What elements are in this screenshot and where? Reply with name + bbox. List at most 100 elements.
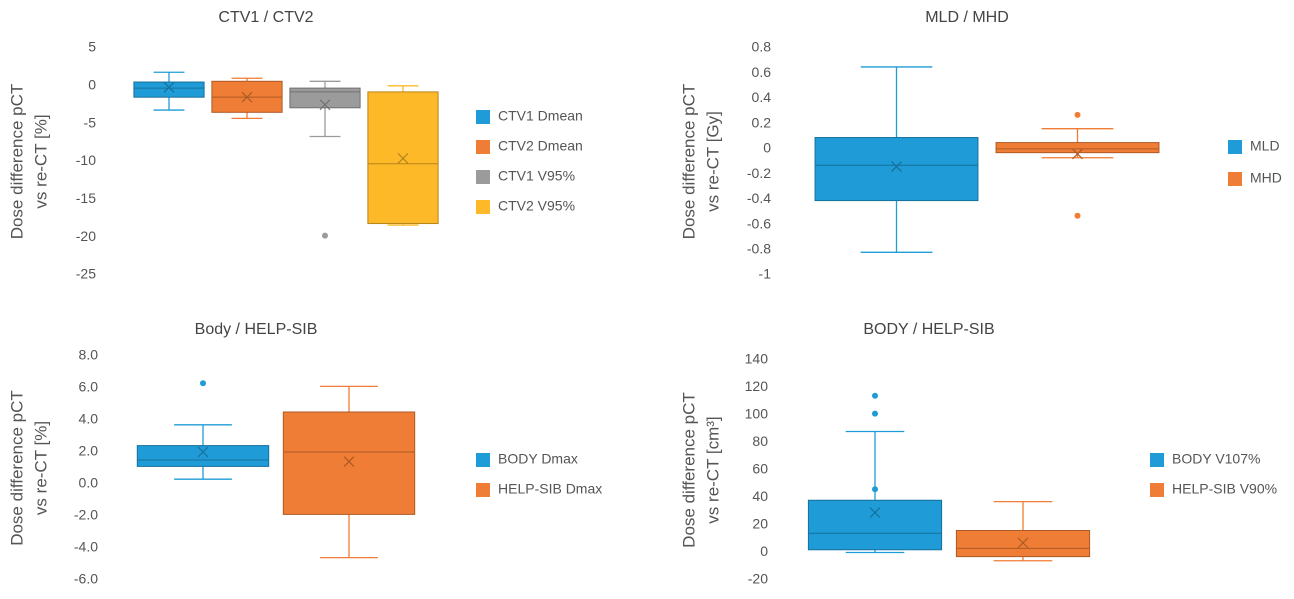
y-tick-label: -25 <box>76 266 96 282</box>
mean-marker <box>319 99 331 111</box>
mean-stroke <box>397 153 409 164</box>
chart-title: CTV1 / CTV2 <box>218 9 313 26</box>
box <box>995 142 1160 154</box>
mean-stroke <box>163 81 175 93</box>
box <box>136 445 270 467</box>
legend-swatch <box>476 170 490 184</box>
box <box>133 81 205 98</box>
mean-marker <box>163 81 175 93</box>
mean-stroke <box>891 161 902 172</box>
box-group <box>289 80 361 239</box>
y-tick-label: 0 <box>760 543 768 559</box>
box-group <box>995 111 1160 219</box>
y-axis-label: vs re-CT [%] <box>31 421 50 515</box>
legend-swatch <box>476 200 490 214</box>
legend-label: CTV2 V95% <box>498 198 575 214</box>
mean-stroke <box>319 99 331 111</box>
y-tick-label: 60 <box>752 461 768 477</box>
outlier <box>872 410 878 417</box>
chart-title: MLD / MHD <box>925 9 1009 26</box>
y-tick-label: -20 <box>748 571 768 587</box>
legend-swatch <box>476 110 490 124</box>
outlier <box>200 380 206 387</box>
y-tick-label: -0.2 <box>747 165 771 181</box>
y-tick-label: 40 <box>752 488 768 504</box>
y-tick-label: -2.0 <box>74 507 98 523</box>
mean-marker <box>1072 148 1083 160</box>
y-tick-label: 80 <box>752 433 768 449</box>
legend-label: HELP-SIB V90% <box>1172 481 1277 497</box>
box-group <box>211 77 283 120</box>
box <box>814 137 979 202</box>
outlier <box>322 232 328 239</box>
mean-marker <box>197 446 209 458</box>
y-tick-label: 2.0 <box>79 443 99 459</box>
mean-stroke <box>869 507 881 519</box>
y-tick-label: -6.0 <box>74 571 98 587</box>
y-tick-label: 0.2 <box>752 114 772 130</box>
y-tick-label: 0 <box>763 140 771 156</box>
box-group <box>136 380 270 480</box>
mean-marker <box>343 456 355 468</box>
y-tick-label: 140 <box>745 351 769 367</box>
y-tick-label: 120 <box>745 378 769 394</box>
y-tick-label: 6.0 <box>79 379 99 395</box>
y-axis-label: vs re-CT [%] <box>31 114 50 208</box>
legend-label: CTV1 Dmean <box>498 108 583 124</box>
box-group <box>367 85 439 226</box>
outlier <box>872 486 878 493</box>
outlier <box>1074 111 1081 118</box>
y-tick-label: 0 <box>88 77 96 93</box>
y-tick-label: -0.6 <box>747 215 771 231</box>
legend-swatch <box>1228 140 1242 154</box>
mean-marker <box>397 153 409 164</box>
legend-label: CTV2 Dmean <box>498 138 583 154</box>
mean-marker <box>869 507 881 519</box>
mean-stroke <box>1017 537 1029 549</box>
box-group <box>955 500 1091 562</box>
legend-swatch <box>476 140 490 154</box>
y-axis-label: vs re-CT [cm³] <box>703 416 722 523</box>
mean-stroke <box>1072 148 1083 160</box>
y-tick-label: 0.4 <box>752 89 772 105</box>
y-axis-label: Dose difference pCT <box>679 392 698 548</box>
y-tick-label: -4.0 <box>74 539 98 555</box>
legend-swatch <box>1150 483 1164 497</box>
y-tick-label: 0.0 <box>79 475 99 491</box>
legend-label: BODY Dmax <box>498 451 578 467</box>
legend-label: CTV1 V95% <box>498 168 575 184</box>
legend-label: MHD <box>1250 170 1282 186</box>
y-tick-label: -1 <box>759 266 772 282</box>
mean-stroke <box>197 446 209 458</box>
box <box>282 411 416 515</box>
y-tick-label: 5 <box>88 39 96 55</box>
y-tick-label: 8.0 <box>79 347 99 363</box>
y-tick-label: -5 <box>84 114 97 130</box>
outlier <box>872 392 878 399</box>
legend-swatch <box>1150 453 1164 467</box>
mean-marker <box>1017 537 1029 549</box>
outlier <box>1074 212 1081 219</box>
legend-label: HELP-SIB Dmax <box>498 481 602 497</box>
mean-stroke <box>343 456 355 468</box>
box-group <box>807 392 943 554</box>
y-tick-label: -0.4 <box>747 190 771 206</box>
box-group <box>282 385 416 559</box>
legend-swatch <box>1228 172 1242 186</box>
legend-label: BODY V107% <box>1172 451 1260 467</box>
y-tick-label: 20 <box>752 516 768 532</box>
y-tick-label: -20 <box>76 228 96 244</box>
mean-stroke <box>241 91 253 103</box>
box <box>807 499 943 551</box>
y-axis-label: Dose difference pCT <box>679 84 698 240</box>
box <box>289 87 361 109</box>
y-axis-label: Dose difference pCT <box>7 84 26 240</box>
y-tick-label: 0.6 <box>752 64 772 80</box>
y-tick-label: -10 <box>76 152 96 168</box>
y-axis-label: vs re-CT [Gy] <box>703 111 722 212</box>
legend-label: MLD <box>1250 138 1280 154</box>
chart-title: Body / HELP-SIB <box>195 321 318 338</box>
legend-swatch <box>476 453 490 467</box>
box-group <box>814 66 979 253</box>
